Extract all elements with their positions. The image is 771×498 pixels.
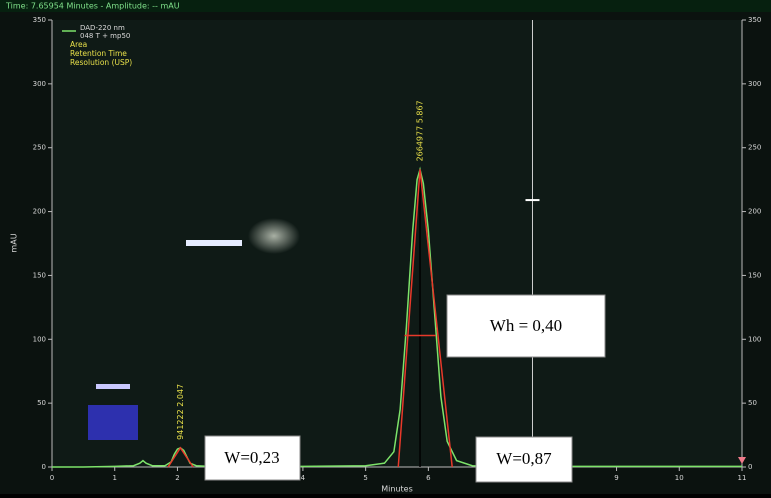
y-tick-label: 300	[33, 80, 46, 88]
x-tick-label: 9	[614, 474, 618, 482]
y-tick-label: 100	[33, 335, 46, 343]
x-axis-label: Minutes	[381, 485, 413, 494]
y-tick-label: 250	[33, 144, 46, 152]
annotation: Wh = 0,40	[490, 316, 562, 335]
annotation: W=0,87	[496, 449, 552, 468]
y2-tick-label: 0	[748, 463, 752, 471]
header-text: Time: 7.65954 Minutes - Amplitude: -- mA…	[5, 2, 180, 11]
y2-tick-label: 250	[748, 144, 761, 152]
legend-line: Retention Time	[70, 49, 127, 58]
y-tick-label: 50	[37, 399, 46, 407]
x-tick-label: 0	[50, 474, 54, 482]
reflection	[248, 218, 300, 254]
y2-tick-label: 150	[748, 271, 761, 279]
y2-tick-label: 300	[748, 80, 761, 88]
y-tick-label: 350	[33, 16, 46, 24]
legend-line: Area	[70, 40, 87, 49]
y-tick-label: 150	[33, 271, 46, 279]
y2-tick-label: 50	[748, 399, 757, 407]
legend-entry: DAD-220 nm	[80, 24, 125, 32]
y2-tick-label: 200	[748, 208, 761, 216]
y2-tick-label: 100	[748, 335, 761, 343]
x-tick-label: 5	[363, 474, 367, 482]
peak-label: 941222 2.047	[176, 384, 185, 440]
y2-tick-label: 350	[748, 16, 761, 24]
y-axis-label: mAU	[10, 233, 19, 252]
y-tick-label: 0	[42, 463, 46, 471]
legend-line: 048 T + mp50	[80, 32, 130, 40]
legend-line: Resolution (USP)	[70, 58, 132, 67]
y-tick-label: 200	[33, 208, 46, 216]
x-tick-label: 4	[301, 474, 306, 482]
peak-label: 2664977 5.867	[416, 100, 425, 161]
x-tick-label: 11	[738, 474, 747, 482]
chromatogram-screen: Time: 7.65954 Minutes - Amplitude: -- mA…	[0, 0, 771, 494]
x-tick-label: 1	[112, 474, 116, 482]
reflection	[96, 384, 130, 389]
annotation: W=0,23	[224, 448, 279, 467]
reflection	[186, 240, 242, 246]
reflection	[88, 405, 138, 440]
x-tick-label: 10	[675, 474, 684, 482]
x-tick-label: 2	[175, 474, 179, 482]
x-tick-label: 6	[426, 474, 431, 482]
plot-area	[52, 20, 742, 467]
